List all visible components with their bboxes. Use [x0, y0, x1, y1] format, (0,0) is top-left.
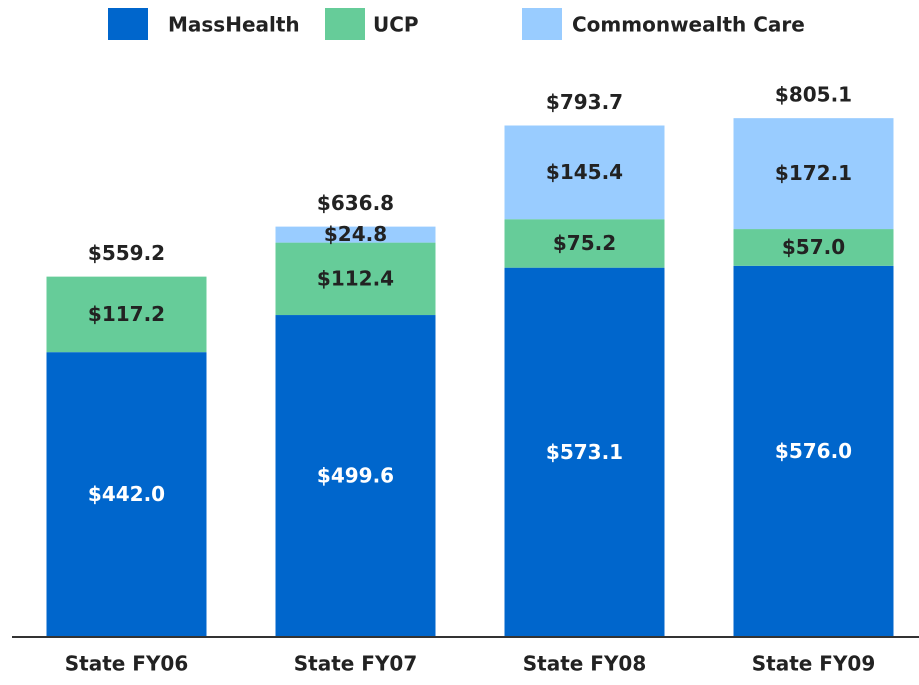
value-label: $172.1	[775, 161, 852, 185]
bar-segment	[275, 226, 436, 243]
value-label: $75.2	[553, 231, 616, 255]
bar-segment	[733, 118, 894, 230]
bar-segment	[275, 315, 436, 637]
bar-segment	[733, 229, 894, 266]
legend-label: UCP	[373, 13, 419, 37]
bar-segment	[504, 267, 665, 637]
total-label: $805.1	[775, 83, 852, 107]
legend-label: Commonwealth Care	[572, 13, 805, 37]
value-label: $576.0	[775, 439, 852, 463]
x-tick-label: State FY06	[65, 652, 189, 676]
bar-segment	[504, 125, 665, 220]
bar-segment	[275, 242, 436, 316]
legend-swatch	[522, 8, 562, 40]
total-label: $793.7	[546, 90, 623, 114]
value-label: $24.8	[324, 222, 387, 246]
value-label: $442.0	[88, 482, 165, 506]
bar-segment	[46, 352, 207, 637]
value-label: $499.6	[317, 464, 394, 488]
legend-swatch	[325, 8, 365, 40]
bar-segment	[733, 265, 894, 637]
value-label: $57.0	[782, 235, 845, 259]
value-label: $573.1	[546, 440, 623, 464]
x-tick-label: State FY08	[523, 652, 647, 676]
bar-segment	[46, 276, 207, 353]
value-label: $145.4	[546, 160, 623, 184]
bar-segment	[504, 219, 665, 268]
value-label: $117.2	[88, 302, 165, 326]
legend-label: MassHealth	[168, 13, 300, 37]
x-tick-label: State FY07	[294, 652, 418, 676]
x-tick-label: State FY09	[752, 652, 876, 676]
value-label: $112.4	[317, 266, 394, 290]
legend-swatch	[108, 8, 148, 40]
total-label: $559.2	[88, 241, 165, 265]
total-label: $636.8	[317, 191, 394, 215]
